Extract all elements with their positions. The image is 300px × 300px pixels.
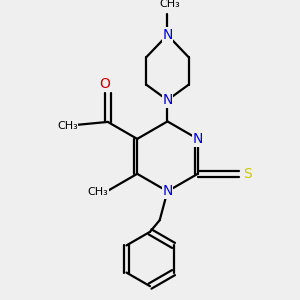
Text: N: N [162,184,173,198]
Text: N: N [162,93,173,107]
Text: CH₃: CH₃ [88,187,109,197]
Text: CH₃: CH₃ [57,121,78,131]
Text: S: S [243,167,252,181]
Text: N: N [162,28,173,42]
Text: O: O [99,77,110,91]
Text: N: N [193,132,203,146]
Text: CH₃: CH₃ [159,0,180,9]
